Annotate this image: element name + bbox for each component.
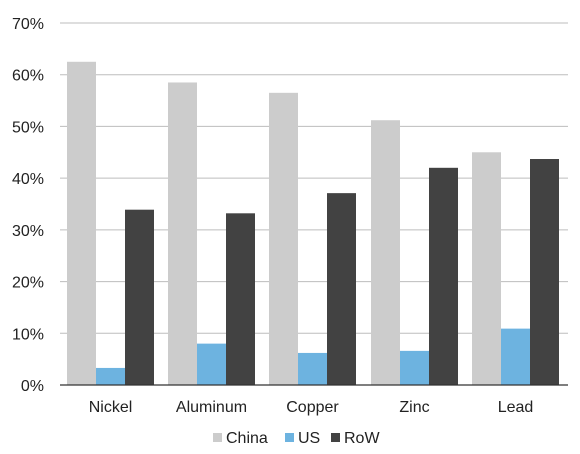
bar-aluminum-row <box>226 213 255 385</box>
category-label: Copper <box>286 399 339 416</box>
legend-label: RoW <box>344 430 380 447</box>
x-axis-category-labels: Nickel Aluminum Copper Zinc Lead <box>89 399 534 416</box>
legend-item-china: China <box>213 430 268 447</box>
y-tick-label: 10% <box>12 326 44 343</box>
y-tick-label: 60% <box>12 68 44 85</box>
category-label: Aluminum <box>176 399 247 416</box>
bar-copper-row <box>327 193 356 385</box>
legend-swatch <box>331 433 340 442</box>
legend-label: China <box>226 430 268 447</box>
legend-swatch <box>213 433 222 442</box>
y-tick-label: 50% <box>12 119 44 136</box>
bar-nickel-row <box>125 209 154 385</box>
bar-zinc-china <box>371 120 400 386</box>
legend: China US RoW <box>213 430 380 447</box>
bar-group-aluminum <box>168 82 255 385</box>
bars <box>67 61 559 386</box>
y-tick-label: 0% <box>21 378 44 395</box>
y-tick-label: 70% <box>12 16 44 33</box>
bar-nickel-us <box>96 367 125 385</box>
bar-group-lead <box>472 152 559 385</box>
legend-item-us: US <box>285 430 320 447</box>
bar-zinc-row <box>429 167 458 385</box>
bar-zinc-us <box>400 350 429 385</box>
bar-lead-china <box>472 152 501 385</box>
category-label: Nickel <box>89 399 133 416</box>
bar-group-nickel <box>67 61 154 386</box>
y-tick-label: 40% <box>12 171 44 188</box>
category-label: Zinc <box>399 399 429 416</box>
bar-aluminum-china <box>168 82 197 385</box>
legend-label: US <box>298 430 320 447</box>
y-axis-tick-labels: 0% 10% 20% 30% 40% 50% 60% 70% <box>12 16 44 395</box>
bar-aluminum-us <box>197 343 226 385</box>
bar-lead-row <box>530 159 559 385</box>
category-label: Lead <box>498 399 534 416</box>
bar-copper-china <box>269 92 298 386</box>
legend-swatch <box>285 433 294 442</box>
bar-group-zinc <box>371 120 458 386</box>
bar-copper-us <box>298 352 327 385</box>
y-tick-label: 20% <box>12 275 44 292</box>
bar-group-copper <box>269 92 356 386</box>
legend-item-row: RoW <box>331 430 380 447</box>
bar-nickel-china <box>67 61 96 386</box>
bar-lead-us <box>501 328 530 385</box>
y-tick-label: 30% <box>12 223 44 240</box>
